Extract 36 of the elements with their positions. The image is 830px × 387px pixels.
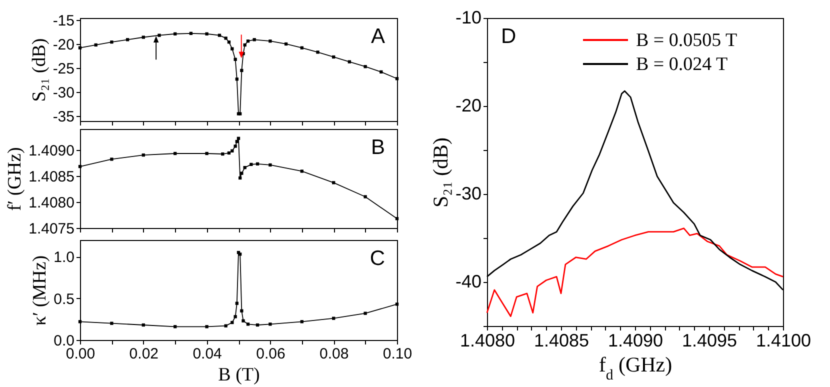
x-axis-title: B (T) bbox=[218, 364, 260, 386]
x-tick-label: 0.06 bbox=[256, 346, 286, 362]
x-tick-label: 1.4100 bbox=[756, 330, 812, 350]
y-tick-label: 1.4085 bbox=[28, 168, 74, 186]
y-axis-title: κ′ (MHz) bbox=[30, 255, 51, 326]
y-tick-label: 0.5 bbox=[54, 290, 74, 308]
annotation: A bbox=[370, 25, 385, 48]
y-tick-label: 1.0 bbox=[54, 249, 74, 266]
y-tick-label: -30 bbox=[52, 84, 74, 102]
annotation: B bbox=[370, 136, 385, 159]
y-tick-label: -35 bbox=[52, 108, 74, 126]
legend-label: B = 0.024 T bbox=[636, 54, 728, 75]
y-axis-title: S₂₁ (dB) bbox=[428, 137, 452, 208]
y-axis-title: f′ (GHz) bbox=[4, 147, 26, 211]
legend-label: B = 0.0505 T bbox=[636, 30, 738, 51]
y-tick-label: -30 bbox=[455, 184, 482, 204]
y-tick-label: 1.4080 bbox=[28, 194, 74, 212]
y-tick-label: 1.4075 bbox=[28, 220, 74, 238]
y-tick-label: -15 bbox=[52, 12, 74, 30]
x-axis-title: f$_{d}$ (GHz) bbox=[598, 352, 672, 384]
y-tick-label: 1.4090 bbox=[28, 142, 74, 160]
x-tick-label: 1.4095 bbox=[682, 330, 738, 350]
annotation: D bbox=[501, 25, 516, 48]
annotation: C bbox=[370, 247, 385, 270]
x-tick-label: 0.10 bbox=[382, 346, 412, 362]
x-tick-label: 0.04 bbox=[192, 346, 222, 362]
y-tick-label: -40 bbox=[455, 272, 482, 292]
x-tick-label: 1.4085 bbox=[534, 330, 590, 350]
x-tick-label: 1.4090 bbox=[608, 330, 664, 350]
y-tick-label: -20 bbox=[455, 96, 482, 116]
x-tick-label: 0.02 bbox=[129, 346, 158, 362]
y-tick-label: -10 bbox=[455, 8, 482, 28]
y-tick-label: -20 bbox=[52, 36, 74, 54]
y-tick-label: -25 bbox=[52, 60, 74, 78]
x-tick-label: 0.08 bbox=[320, 346, 349, 362]
y-axis-title: S₂₁ (dB) bbox=[28, 38, 50, 102]
